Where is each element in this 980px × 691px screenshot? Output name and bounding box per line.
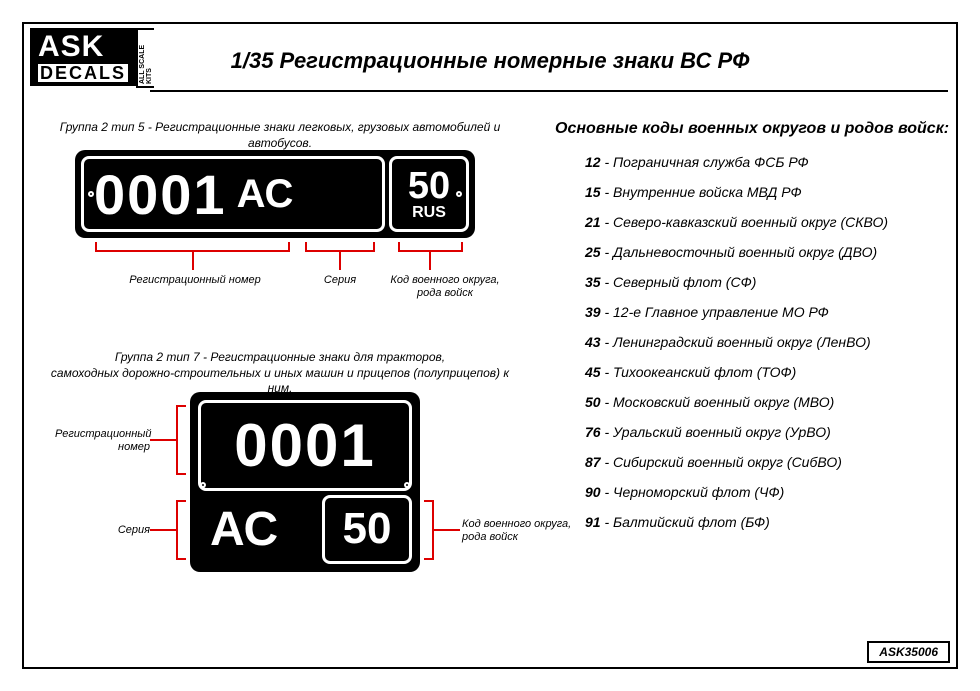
bracket-series (305, 242, 375, 252)
plate5-side: 50 RUS (389, 156, 469, 232)
code-item: 35 - Северный флот (СФ) (585, 274, 888, 290)
plate5-code: 50 (408, 167, 450, 205)
bracket-code (398, 242, 463, 252)
code-item: 76 - Уральский военный округ (УрВО) (585, 424, 888, 440)
anno-regnum: Регистрационный номер (110, 274, 280, 287)
anno-series: Серия (310, 274, 370, 287)
plate5-rus: RUS (412, 205, 446, 221)
plate-type5: 0001 АС 50 RUS (75, 150, 475, 238)
plate7-top: 0001 (198, 400, 412, 491)
plate7-number: 0001 (234, 411, 375, 480)
plate7-bottom: АС 50 (198, 495, 412, 564)
bracket-regnum-v (176, 405, 186, 475)
part-code: ASK35006 (867, 641, 950, 663)
anno-line (429, 252, 431, 270)
anno-line (150, 439, 176, 441)
plate7-series: АС (198, 495, 278, 564)
mount-hole-icon (200, 482, 206, 488)
mount-hole-icon (456, 191, 462, 197)
anno-line (434, 529, 460, 531)
anno-code: Код военного округа, рода войск (380, 274, 510, 300)
plate5-number: 0001 (94, 162, 227, 227)
anno-line (150, 529, 176, 531)
code-item: 12 - Пограничная служба ФСБ РФ (585, 154, 888, 170)
code-item: 25 - Дальневосточный военный округ (ДВО) (585, 244, 888, 260)
anno-line (192, 252, 194, 270)
codes-list: 12 - Пограничная служба ФСБ РФ 15 - Внутр… (585, 154, 888, 544)
code-item: 21 - Северо-кавказский военный округ (СК… (585, 214, 888, 230)
bracket-series-v (176, 500, 186, 560)
title-rule (150, 90, 948, 92)
mount-hole-icon (404, 482, 410, 488)
bracket-regnum (95, 242, 290, 252)
code-item: 87 - Сибирский военный округ (СибВО) (585, 454, 888, 470)
anno-regnum-7: Регистрационный номер (55, 428, 150, 454)
bracket-code-v (424, 500, 434, 560)
code-item: 45 - Тихоокеанский флот (ТОФ) (585, 364, 888, 380)
code-item: 43 - Ленинградский военный округ (ЛенВО) (585, 334, 888, 350)
plate5-main: 0001 АС (81, 156, 385, 232)
plate-type7: 0001 АС 50 (190, 392, 420, 572)
plate7-code: 50 (322, 495, 412, 564)
code-item: 15 - Внутренние войска МВД РФ (585, 184, 888, 200)
caption-type5: Группа 2 тип 5 - Регистрационные знаки л… (45, 120, 515, 151)
anno-code-7: Код военного округа, рода войск (462, 518, 592, 544)
page-title: 1/35 Регистрационные номерные знаки ВС Р… (0, 48, 980, 74)
plate5-series: АС (237, 172, 294, 217)
codes-heading: Основные коды военных округов и родов во… (555, 120, 949, 138)
code-item: 91 - Балтийский флот (БФ) (585, 514, 888, 530)
mount-hole-icon (88, 191, 94, 197)
code-item: 90 - Черноморский флот (ЧФ) (585, 484, 888, 500)
code-item: 39 - 12-е Главное управление МО РФ (585, 304, 888, 320)
caption-type7: Группа 2 тип 7 - Регистрационные знаки д… (45, 350, 515, 397)
code-item: 50 - Московский военный округ (МВО) (585, 394, 888, 410)
anno-line (339, 252, 341, 270)
anno-series-7: Серия (55, 524, 150, 537)
